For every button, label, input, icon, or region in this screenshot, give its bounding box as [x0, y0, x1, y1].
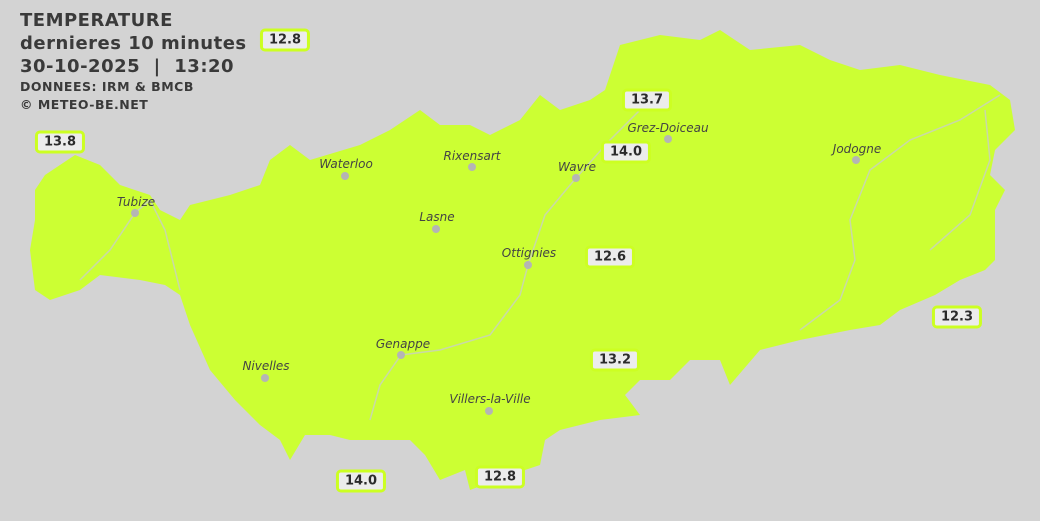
temperature-badge[interactable]: 12.3 — [931, 305, 983, 329]
town-dot — [572, 174, 580, 182]
town-label: Waterloo — [319, 157, 373, 171]
temperature-badge[interactable]: 12.8 — [259, 28, 311, 52]
town-label: Tubize — [116, 195, 156, 209]
temperature-badge[interactable]: 13.8 — [34, 130, 86, 154]
temperature-badge[interactable]: 14.0 — [600, 140, 652, 164]
town-label: Genappe — [375, 337, 431, 351]
town-label: Lasne — [419, 210, 455, 224]
town-dot — [397, 351, 405, 359]
town-dot — [485, 407, 493, 415]
town-label: Villers-la-Ville — [449, 392, 531, 406]
temperature-badge[interactable]: 13.7 — [621, 88, 673, 112]
map-subtitle: dernieres 10 minutes — [20, 33, 247, 54]
town-dot — [131, 209, 139, 217]
town-label: Jodogne — [832, 142, 882, 156]
river-gete — [799, 94, 1001, 331]
river-east — [929, 109, 991, 251]
town-label: Nivelles — [242, 359, 290, 373]
temperature-badge[interactable]: 14.0 — [335, 469, 387, 493]
data-source: DONNEES: IRM & BMCB — [20, 79, 194, 94]
river-senne — [79, 198, 181, 291]
town-dot — [524, 261, 532, 269]
map-header: TEMPERATURE dernieres 10 minutes 30-10-2… — [20, 9, 247, 114]
town-dot — [852, 156, 860, 164]
temperature-badge[interactable]: 12.6 — [584, 245, 636, 269]
town-label: Rixensart — [443, 149, 501, 163]
province-shape — [30, 30, 1015, 490]
map-datetime: 30-10-2025 | 13:20 — [20, 56, 235, 77]
copyright: © METEO-BE.NET — [20, 97, 149, 112]
town-label: Wavre — [558, 160, 596, 174]
map-title: TEMPERATURE — [20, 10, 173, 31]
temperature-badge[interactable]: 12.8 — [474, 465, 526, 489]
town-dot — [341, 172, 349, 180]
temperature-badge[interactable]: 13.2 — [589, 348, 641, 372]
town-dot — [468, 163, 476, 171]
river-dyle — [369, 109, 641, 421]
town-label: Ottignies — [501, 246, 557, 260]
town-dot — [261, 374, 269, 382]
town-dot — [664, 135, 672, 143]
town-dot — [432, 225, 440, 233]
town-label: Grez-Doiceau — [627, 121, 709, 135]
